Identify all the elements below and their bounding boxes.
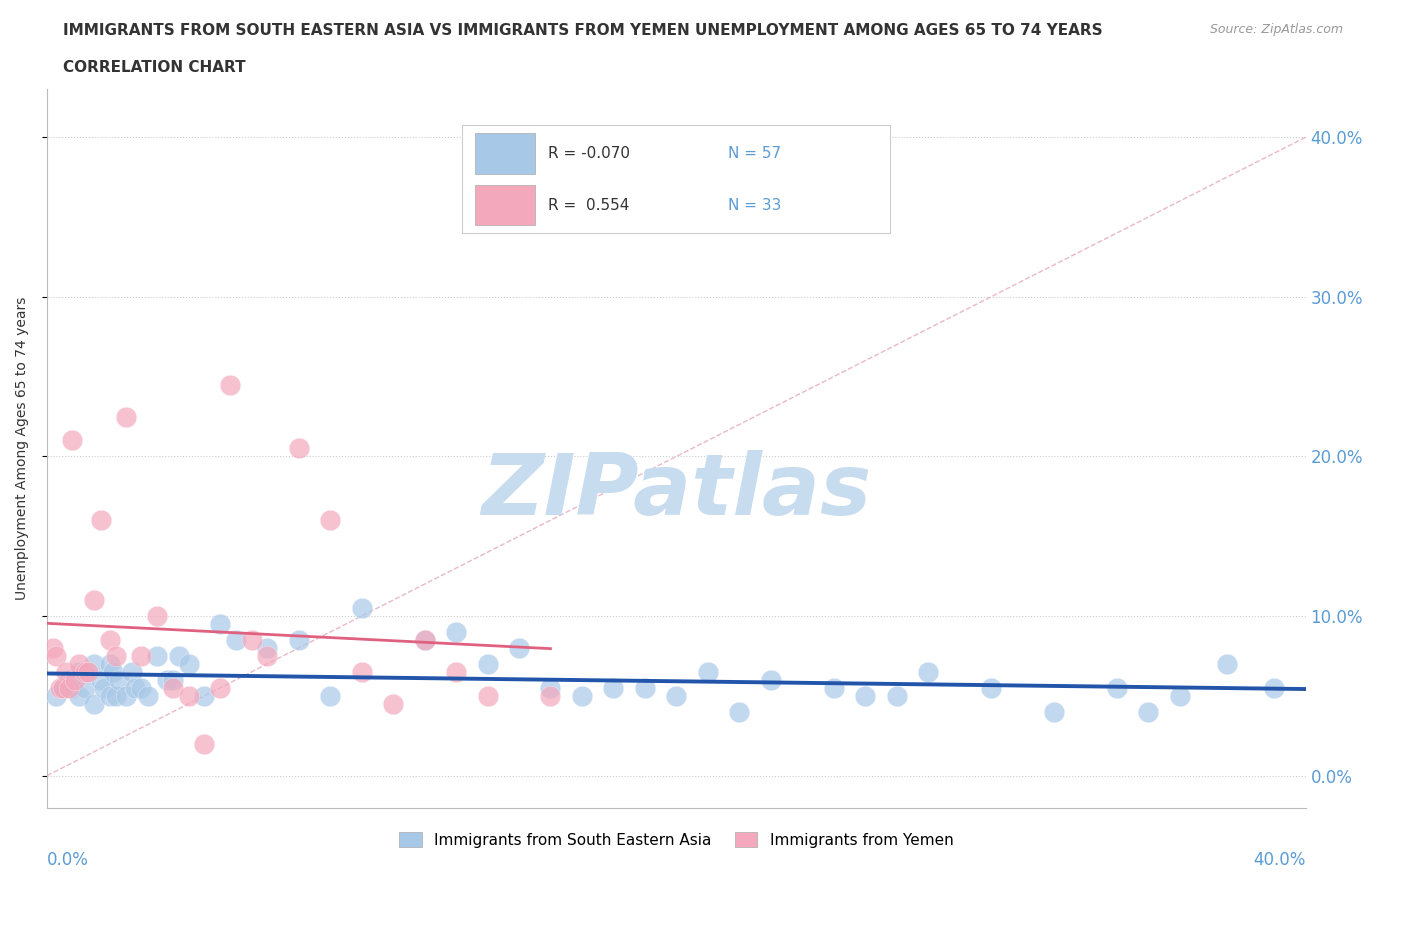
Point — [602, 681, 624, 696]
Legend: Immigrants from South Eastern Asia, Immigrants from Yemen: Immigrants from South Eastern Asia, Immi… — [394, 826, 959, 854]
Point — [60, 681, 83, 696]
Point — [58, 672, 80, 687]
Point — [48, 681, 70, 696]
Point — [413, 632, 436, 647]
Point — [124, 681, 146, 696]
Point — [350, 601, 373, 616]
Point — [319, 688, 342, 703]
Point — [67, 657, 90, 671]
Point — [105, 688, 128, 703]
Point — [256, 641, 278, 656]
Point — [108, 672, 131, 687]
Text: ZIPatlas: ZIPatlas — [481, 450, 872, 533]
Point — [67, 688, 90, 703]
Point — [101, 664, 124, 679]
Point — [538, 681, 561, 696]
Point — [45, 688, 67, 703]
Point — [77, 664, 100, 679]
Point — [45, 648, 67, 663]
Point — [477, 657, 499, 671]
Point — [287, 632, 309, 647]
Point — [240, 632, 263, 647]
Point — [98, 657, 121, 671]
Text: IMMIGRANTS FROM SOUTH EASTERN ASIA VS IMMIGRANTS FROM YEMEN UNEMPLOYMENT AMONG A: IMMIGRANTS FROM SOUTH EASTERN ASIA VS IM… — [63, 23, 1102, 38]
Point — [538, 688, 561, 703]
Point — [225, 632, 247, 647]
Point — [1216, 657, 1239, 671]
Point — [177, 688, 200, 703]
Point — [980, 681, 1002, 696]
Point — [83, 592, 105, 607]
Point — [177, 657, 200, 671]
Point — [444, 625, 467, 640]
Point — [114, 688, 136, 703]
Point — [136, 688, 159, 703]
Point — [42, 641, 65, 656]
Point — [193, 737, 215, 751]
Text: CORRELATION CHART: CORRELATION CHART — [63, 60, 246, 75]
Y-axis label: Unemployment Among Ages 65 to 74 years: Unemployment Among Ages 65 to 74 years — [15, 297, 30, 600]
Point — [58, 681, 80, 696]
Point — [90, 512, 112, 527]
Point — [77, 664, 100, 679]
Point — [90, 672, 112, 687]
Point — [98, 688, 121, 703]
Text: Source: ZipAtlas.com: Source: ZipAtlas.com — [1209, 23, 1343, 36]
Point — [413, 632, 436, 647]
Point — [60, 433, 83, 448]
Point — [665, 688, 688, 703]
Point — [131, 681, 153, 696]
Point — [162, 681, 184, 696]
Point — [1263, 681, 1285, 696]
Point — [146, 648, 169, 663]
Point — [155, 672, 177, 687]
Point — [105, 648, 128, 663]
Point — [73, 681, 96, 696]
Point — [67, 664, 90, 679]
Point — [83, 657, 105, 671]
Point — [853, 688, 876, 703]
Point — [256, 648, 278, 663]
Point — [477, 688, 499, 703]
Point — [131, 648, 153, 663]
Point — [209, 617, 232, 631]
Point — [759, 672, 782, 687]
Point — [571, 688, 593, 703]
Point — [73, 664, 96, 679]
Point — [93, 681, 115, 696]
Text: 40.0%: 40.0% — [1253, 851, 1306, 869]
Point — [728, 704, 751, 719]
Point — [1168, 688, 1191, 703]
Point — [193, 688, 215, 703]
Point — [121, 664, 143, 679]
Point — [350, 664, 373, 679]
Point — [98, 632, 121, 647]
Point — [83, 697, 105, 711]
Point — [55, 664, 77, 679]
Point — [508, 641, 530, 656]
Point — [1137, 704, 1160, 719]
Point — [319, 512, 342, 527]
Point — [52, 681, 75, 696]
Point — [886, 688, 908, 703]
Text: 0.0%: 0.0% — [46, 851, 89, 869]
Point — [917, 664, 939, 679]
Point — [1105, 681, 1128, 696]
Point — [209, 681, 232, 696]
Point — [162, 672, 184, 687]
Point — [634, 681, 657, 696]
Point — [114, 409, 136, 424]
Point — [382, 697, 405, 711]
Point — [146, 608, 169, 623]
Point — [823, 681, 845, 696]
Point — [444, 664, 467, 679]
Point — [696, 664, 718, 679]
Point — [287, 441, 309, 456]
Point — [218, 378, 240, 392]
Point — [1043, 704, 1066, 719]
Point — [167, 648, 190, 663]
Point — [52, 681, 75, 696]
Point — [65, 672, 87, 687]
